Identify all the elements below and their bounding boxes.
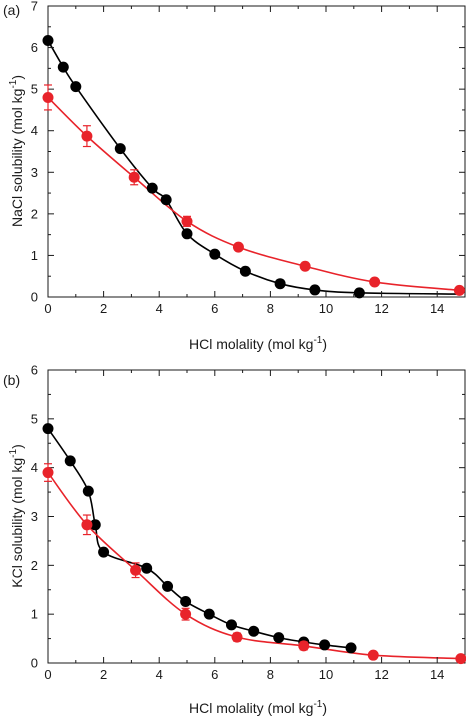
panel-a-black-data-point	[209, 248, 221, 260]
panel-b-plot-frame	[47, 369, 466, 664]
panel-b-red-data-point	[180, 608, 192, 620]
panel-b-markers	[42, 423, 466, 665]
panel-b-black-series-line	[47, 428, 352, 649]
panel-b-y-tick-label: 0	[31, 656, 38, 671]
panel-a-y-tick-label: 1	[31, 248, 38, 263]
panel-a-red-data-point	[232, 241, 244, 253]
panel-a-y-axis-title: NaCl solubility (mol kg-1)	[8, 75, 25, 227]
panel-a-black-data-point	[353, 287, 365, 299]
panel-b-x-tick-label: 6	[211, 667, 218, 682]
panel-b-y-tick-label: 4	[31, 460, 38, 475]
panel-b-x-tick-label: 4	[156, 667, 163, 682]
panel-b-y-tick-label: 2	[31, 558, 38, 573]
panel-b-black-data-point	[141, 562, 153, 574]
panel-b-red-data-point	[81, 519, 93, 531]
panel-b-x-tick-label: 14	[430, 667, 444, 682]
panel-b-red-data-point	[231, 631, 243, 643]
panel-b-black-data-point	[42, 423, 54, 435]
panel-b-x-tick-label: 0	[44, 667, 51, 682]
panel-a-black-data-point	[70, 81, 82, 93]
panel-b-red-data-point	[367, 649, 379, 661]
panel-b-black-data-point	[98, 546, 110, 558]
panel-a-black-data-point	[146, 182, 158, 194]
panel-a-red-data-point	[453, 284, 465, 296]
panel-a-y-tick-label: 5	[31, 82, 38, 97]
panel-b-x-tick-label: 12	[374, 667, 388, 682]
panel-a-y-tick-label: 7	[31, 0, 38, 14]
panel-b-red-data-point	[42, 467, 54, 479]
panel-b-x-tick-label: 2	[100, 667, 107, 682]
panel-b-label: (b)	[3, 372, 20, 388]
panel-a-markers	[42, 35, 465, 299]
panel-a-x-tick-label: 4	[156, 301, 163, 316]
panel-a-red-data-point	[369, 276, 381, 288]
panel-b-black-data-point	[203, 608, 215, 620]
panel-a-x-tick-label: 14	[430, 301, 444, 316]
panel-a-y-tick-label: 0	[31, 290, 38, 305]
panel-a-red-data-point	[128, 171, 140, 183]
panel-a-x-tick-label: 0	[44, 301, 51, 316]
panel-a-y-tick-label: 3	[31, 165, 38, 180]
panel-a-red-series-line	[47, 96, 460, 292]
panel-a-black-series-line	[47, 40, 463, 295]
panel-b-y-tick-label: 3	[31, 509, 38, 524]
panel-a-x-axis-title: HCl molality (mol kg-1)	[189, 335, 327, 352]
panel-b-x-axis-title: HCl molality (mol kg-1)	[189, 699, 327, 716]
panel-b-y-tick-label: 1	[31, 607, 38, 622]
panel-a-black-data-point	[57, 61, 69, 73]
panel-b-y-tick-label: 6	[31, 363, 38, 378]
panel-a-y-tick-label: 2	[31, 206, 38, 221]
panel-b-red-data-point	[455, 653, 466, 665]
panel-a-y-tick-label: 6	[31, 40, 38, 55]
panel-a-x-tick-label: 12	[374, 301, 388, 316]
panel-b-black-data-point	[82, 485, 94, 497]
panel-a-black-data-point	[181, 228, 193, 240]
panel-a-red-data-point	[42, 91, 54, 103]
panel-a-red-data-point	[181, 215, 193, 227]
panel-b-curves	[47, 428, 461, 660]
panel-a-curves	[47, 40, 463, 295]
panel-b-x-tick-label: 10	[319, 667, 333, 682]
panel-a-x-tick-label: 6	[211, 301, 218, 316]
panel-a-black-data-point	[42, 35, 54, 47]
panel-b-black-data-point	[225, 619, 237, 631]
panel-b-black-data-point	[89, 519, 101, 531]
panel-a-x-tick-label: 2	[100, 301, 107, 316]
panel-b-x-tick-label: 8	[267, 667, 274, 682]
panel-b-y-tick-label: 5	[31, 411, 38, 426]
panel-b-red-data-point	[298, 640, 310, 652]
panel-a-red-data-point	[81, 130, 93, 142]
panel-b-black-data-point	[345, 642, 357, 654]
panel-a-label: (a)	[3, 2, 20, 18]
panel-a-x-tick-label: 8	[267, 301, 274, 316]
panel-a-black-data-point	[274, 278, 286, 290]
panel-a-black-data-point	[114, 143, 126, 155]
panel-b-black-data-point	[319, 639, 331, 651]
panel-a-black-data-point	[160, 194, 172, 206]
panel-b-red-data-point	[130, 564, 142, 576]
panel-b-black-data-point	[64, 455, 76, 467]
panel-b-black-data-point	[180, 595, 192, 607]
panel-b-y-axis-title: KCl solubility (mol kg-1)	[8, 444, 25, 588]
panel-b-black-data-point	[273, 632, 285, 644]
panel-b-black-data-point	[162, 580, 174, 592]
panel-a-red-data-point	[299, 260, 311, 272]
panel-a-y-tick-label: 4	[31, 123, 38, 138]
panel-a-black-data-point	[309, 284, 321, 296]
panel-b-black-data-point	[248, 625, 260, 637]
panel-a-black-data-point	[239, 265, 251, 277]
panel-a-x-tick-label: 10	[319, 301, 333, 316]
